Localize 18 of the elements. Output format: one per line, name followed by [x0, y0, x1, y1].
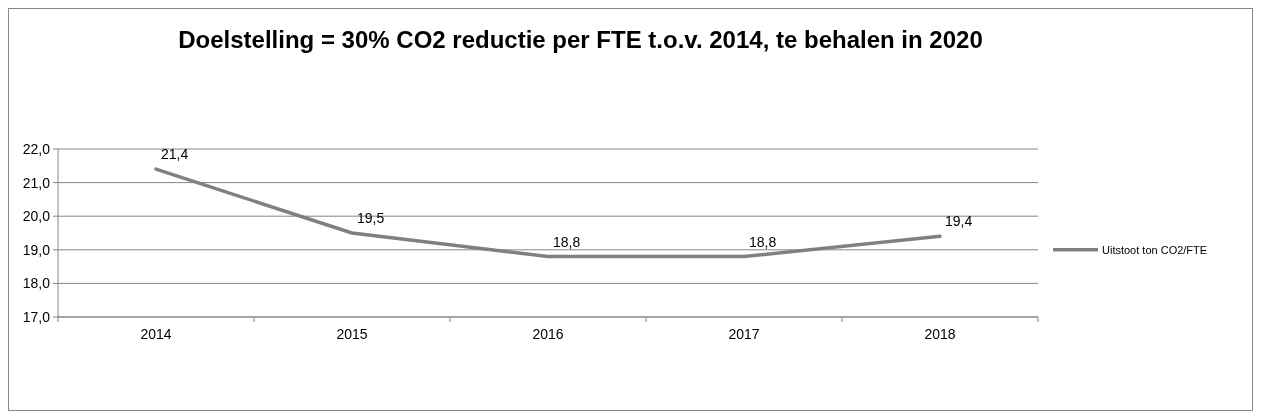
- x-tick-label: 2018: [924, 326, 956, 342]
- legend-label: Uitstoot ton CO2/FTE: [1102, 243, 1208, 256]
- x-tick-label: 2016: [532, 326, 564, 342]
- y-tick-label: 17,0: [22, 308, 51, 325]
- x-tick-label: 2017: [728, 326, 760, 342]
- x-tick-label: 2014: [140, 326, 172, 342]
- y-tick-label: 22,0: [22, 140, 51, 157]
- chart-title: Doelstelling = 30% CO2 reductie per FTE t.o.v. 2014, te behalen in 2020: [178, 26, 983, 53]
- data-label: 18,8: [749, 233, 777, 250]
- x-tick-label: 2015: [336, 326, 368, 342]
- data-label: 19,5: [357, 210, 385, 226]
- data-label: 18,8: [553, 233, 581, 250]
- y-tick-label: 18,0: [22, 275, 51, 292]
- data-label: 19,4: [945, 213, 973, 230]
- data-label: 21,4: [161, 146, 189, 163]
- y-tick-label: 21,0: [22, 174, 51, 191]
- y-tick-label: 20,0: [22, 208, 51, 225]
- y-tick-label: 19,0: [22, 241, 51, 258]
